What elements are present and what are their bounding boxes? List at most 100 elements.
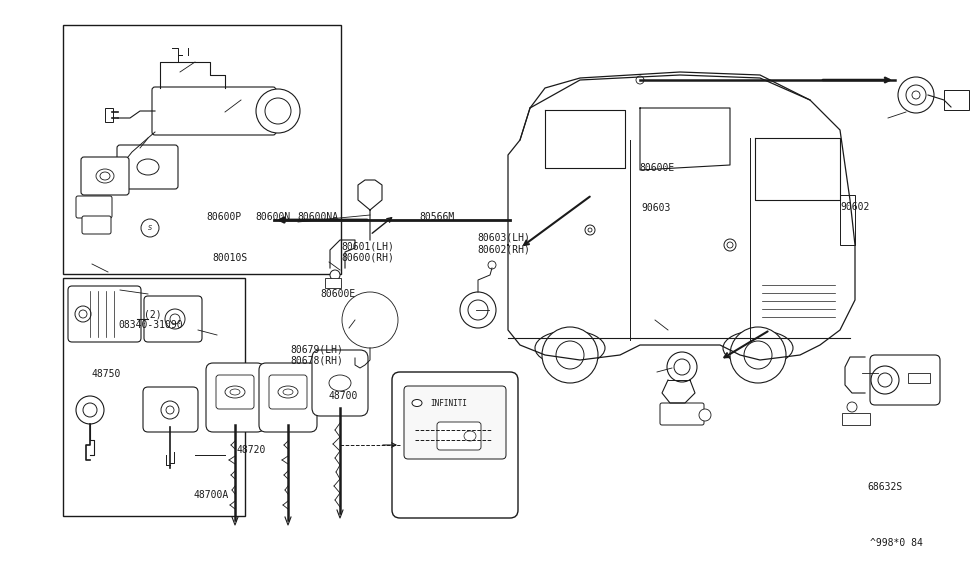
- Circle shape: [161, 401, 179, 419]
- FancyBboxPatch shape: [68, 286, 141, 342]
- Circle shape: [871, 366, 899, 394]
- Circle shape: [364, 314, 376, 326]
- Ellipse shape: [278, 386, 298, 398]
- Circle shape: [165, 309, 185, 329]
- Text: 80600P: 80600P: [207, 212, 242, 222]
- Bar: [63, 25, 341, 274]
- Text: 80600E: 80600E: [321, 289, 356, 299]
- FancyBboxPatch shape: [216, 375, 254, 409]
- Ellipse shape: [225, 386, 245, 398]
- Circle shape: [357, 307, 383, 333]
- FancyBboxPatch shape: [76, 196, 112, 218]
- Circle shape: [667, 352, 697, 382]
- Circle shape: [912, 91, 920, 99]
- Circle shape: [330, 270, 340, 280]
- Text: ^998*0 84: ^998*0 84: [870, 538, 923, 548]
- FancyBboxPatch shape: [259, 363, 317, 432]
- Text: 68632S: 68632S: [868, 482, 903, 492]
- FancyBboxPatch shape: [269, 375, 307, 409]
- Bar: [105, 108, 113, 122]
- Text: 48720: 48720: [237, 445, 266, 455]
- Ellipse shape: [230, 389, 240, 395]
- Circle shape: [342, 292, 398, 348]
- Ellipse shape: [412, 400, 422, 406]
- Circle shape: [488, 261, 496, 269]
- Text: 48700: 48700: [329, 391, 358, 401]
- Text: S: S: [148, 225, 152, 231]
- Circle shape: [79, 310, 87, 318]
- Circle shape: [847, 402, 857, 412]
- Circle shape: [556, 341, 584, 369]
- Circle shape: [724, 239, 736, 251]
- Text: 80566M: 80566M: [419, 212, 454, 222]
- Text: 80600E: 80600E: [640, 162, 675, 173]
- Circle shape: [468, 300, 488, 320]
- Circle shape: [348, 298, 392, 342]
- Text: 48750: 48750: [92, 368, 121, 379]
- Text: INFINITI: INFINITI: [430, 398, 467, 408]
- Text: 80600(RH): 80600(RH): [341, 252, 394, 263]
- Text: 08340-31090: 08340-31090: [118, 320, 182, 331]
- FancyBboxPatch shape: [143, 387, 198, 432]
- Text: 80600N: 80600N: [255, 212, 291, 222]
- Text: 48700A: 48700A: [193, 490, 228, 500]
- Text: 90603: 90603: [642, 203, 671, 213]
- Ellipse shape: [464, 431, 476, 441]
- Circle shape: [76, 396, 104, 424]
- Ellipse shape: [329, 375, 351, 391]
- Circle shape: [636, 76, 644, 84]
- Text: 80602(RH): 80602(RH): [478, 244, 530, 254]
- FancyBboxPatch shape: [392, 372, 518, 518]
- Circle shape: [75, 306, 91, 322]
- FancyBboxPatch shape: [404, 386, 506, 459]
- FancyBboxPatch shape: [144, 296, 202, 342]
- FancyBboxPatch shape: [81, 157, 129, 195]
- Bar: [944, 90, 969, 110]
- Circle shape: [460, 292, 496, 328]
- Bar: [325, 278, 341, 288]
- Circle shape: [898, 77, 934, 113]
- Circle shape: [744, 341, 772, 369]
- Circle shape: [141, 219, 159, 237]
- Text: 80600NA: 80600NA: [297, 212, 338, 222]
- Bar: [840, 195, 855, 245]
- FancyBboxPatch shape: [117, 145, 178, 189]
- Ellipse shape: [100, 172, 110, 180]
- Ellipse shape: [283, 389, 293, 395]
- Text: 80678(RH): 80678(RH): [291, 355, 343, 366]
- Ellipse shape: [96, 169, 114, 183]
- Circle shape: [699, 409, 711, 421]
- Circle shape: [674, 359, 690, 375]
- Circle shape: [265, 98, 291, 124]
- Circle shape: [588, 228, 592, 232]
- FancyBboxPatch shape: [82, 216, 111, 234]
- Circle shape: [730, 327, 786, 383]
- Circle shape: [727, 242, 733, 248]
- FancyBboxPatch shape: [660, 403, 704, 425]
- FancyBboxPatch shape: [206, 363, 264, 432]
- Circle shape: [166, 406, 174, 414]
- Circle shape: [256, 89, 300, 133]
- Text: 80679(LH): 80679(LH): [291, 345, 343, 355]
- FancyBboxPatch shape: [870, 355, 940, 405]
- Circle shape: [542, 327, 598, 383]
- Text: 80603(LH): 80603(LH): [478, 233, 530, 243]
- Ellipse shape: [535, 331, 605, 366]
- Circle shape: [906, 85, 926, 105]
- Circle shape: [83, 403, 97, 417]
- Text: 90602: 90602: [840, 202, 870, 212]
- Text: 80601(LH): 80601(LH): [341, 242, 394, 252]
- Text: (2): (2): [144, 309, 162, 319]
- Bar: [908, 373, 930, 383]
- FancyBboxPatch shape: [437, 422, 481, 450]
- Circle shape: [170, 314, 180, 324]
- Bar: [63, 278, 245, 516]
- Bar: [842, 413, 870, 425]
- Ellipse shape: [723, 331, 793, 366]
- Circle shape: [585, 225, 595, 235]
- Circle shape: [878, 373, 892, 387]
- FancyBboxPatch shape: [312, 350, 368, 416]
- Text: 80010S: 80010S: [213, 252, 248, 263]
- Ellipse shape: [137, 159, 159, 175]
- FancyBboxPatch shape: [152, 87, 276, 135]
